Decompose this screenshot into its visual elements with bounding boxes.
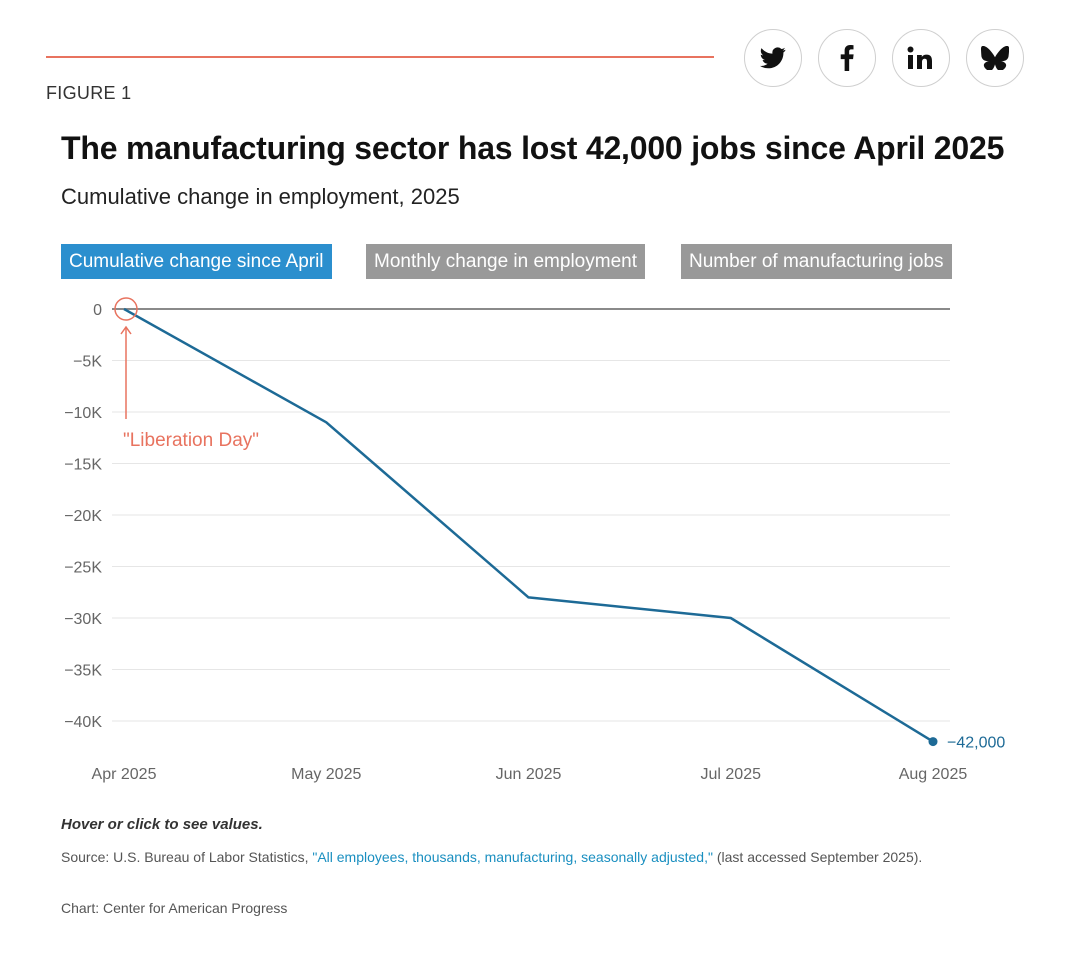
share-twitter-button[interactable] <box>744 29 802 87</box>
share-facebook-button[interactable] <box>818 29 876 87</box>
x-tick-label: Jul 2025 <box>701 766 762 783</box>
x-tick-label: May 2025 <box>291 766 361 783</box>
linkedin-icon <box>907 46 932 69</box>
end-point-marker[interactable] <box>928 737 938 747</box>
y-tick-label: −5K <box>73 354 102 371</box>
hover-note: Hover or click to see values. <box>61 816 263 833</box>
bluesky-icon <box>981 46 1009 70</box>
twitter-icon <box>760 47 786 69</box>
x-tick-label: Aug 2025 <box>899 766 968 783</box>
share-linkedin-button[interactable] <box>892 29 950 87</box>
x-tick-label: Apr 2025 <box>92 766 157 783</box>
chart-title: The manufacturing sector has lost 42,000… <box>61 130 1005 166</box>
share-bluesky-button[interactable] <box>966 29 1024 87</box>
line-chart[interactable]: 0 −5K −10K −15K −20K −25K −30K −35K −40K Apr 2025… <box>0 290 1070 800</box>
source-link[interactable]: "All employees, thousands, manufacturing… <box>312 849 713 865</box>
figure-label: FIGURE 1 <box>46 83 132 103</box>
end-value-label: −42,000 <box>947 735 1005 752</box>
series-line[interactable] <box>123 307 934 743</box>
tab-manufacturing-jobs[interactable]: Number of manufacturing jobs <box>681 244 952 279</box>
y-tick-label: −40K <box>64 714 102 731</box>
y-tick-label: −25K <box>64 560 102 577</box>
y-tick-label: −35K <box>64 663 102 680</box>
chart-credit: Chart: Center for American Progress <box>61 900 288 916</box>
annotation-circle <box>114 297 138 321</box>
y-tick-label: 0 <box>93 302 102 319</box>
source-suffix: (last accessed September 2025). <box>712 849 923 865</box>
annotation-arrow-head <box>120 325 132 335</box>
y-tick-label: −20K <box>64 508 102 525</box>
y-tick-label: −30K <box>64 611 102 628</box>
chart-subtitle: Cumulative change in employment, 2025 <box>61 184 460 209</box>
y-tick-label: −15K <box>64 457 102 474</box>
tab-monthly-change[interactable]: Monthly change in employment <box>366 244 645 279</box>
x-tick-label: Jun 2025 <box>496 766 562 783</box>
y-tick-label: −10K <box>64 405 102 422</box>
annotation-label: "Liberation Day" <box>123 430 259 451</box>
tab-cumulative-change[interactable]: Cumulative change since April <box>61 244 332 279</box>
source-prefix: Source: U.S. Bureau of Labor Statistics, <box>61 849 313 865</box>
header-rule <box>46 56 714 58</box>
source-text: Source: U.S. Bureau of Labor Statistics,… <box>61 847 1011 868</box>
facebook-icon <box>840 45 854 71</box>
